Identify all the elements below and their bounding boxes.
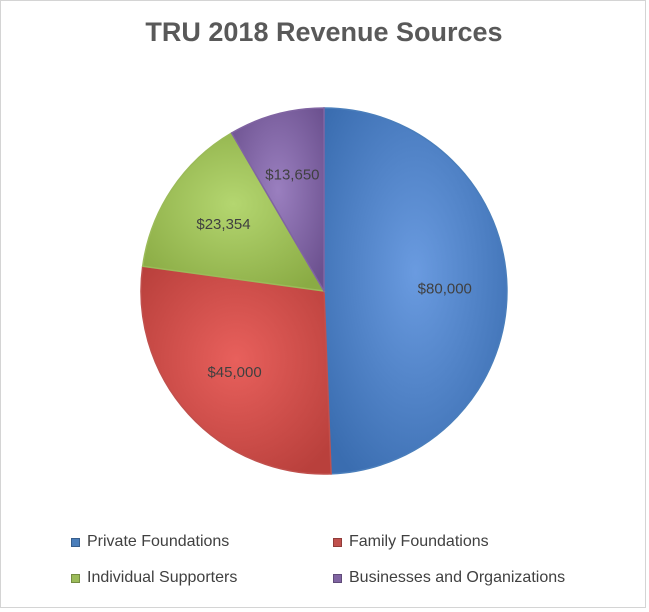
pie-chart: $80,000 $45,000 $23,354 $13,650 xyxy=(140,107,508,475)
legend-swatch-businesses-and-organizations xyxy=(333,573,342,583)
data-label-family-foundations: $45,000 xyxy=(207,364,261,381)
data-label-individual-supporters: $23,354 xyxy=(196,216,250,233)
legend-label-private-foundations: Private Foundations xyxy=(87,533,230,550)
chart-title: TRU 2018 Revenue Sources xyxy=(145,17,503,47)
legend-item-individual-supporters: Individual Supporters xyxy=(71,569,237,587)
data-label-businesses-and-organizations: $13,650 xyxy=(265,166,319,183)
data-label-private-foundations: $80,000 xyxy=(418,281,472,298)
legend-swatch-private-foundations xyxy=(71,537,80,547)
legend-swatch-individual-supporters xyxy=(71,573,80,583)
legend-item-family-foundations: Family Foundations xyxy=(333,533,489,551)
legend-item-businesses-and-organizations: Businesses and Organizations xyxy=(333,569,565,587)
legend-swatch-family-foundations xyxy=(333,537,342,547)
legend-label-family-foundations: Family Foundations xyxy=(349,533,489,550)
pie-slice-private-foundations xyxy=(323,107,508,475)
legend-item-private-foundations: Private Foundations xyxy=(71,533,229,551)
pie-slice-businesses-and-organizations xyxy=(230,107,325,294)
legend-label-individual-supporters: Individual Supporters xyxy=(87,569,238,586)
chart-legend: Private Foundations Family Foundations I… xyxy=(71,533,631,593)
legend-label-businesses-and-organizations: Businesses and Organizations xyxy=(349,569,566,586)
pie-slice-individual-supporters xyxy=(141,132,326,292)
pie-slice-family-foundations xyxy=(140,265,332,475)
